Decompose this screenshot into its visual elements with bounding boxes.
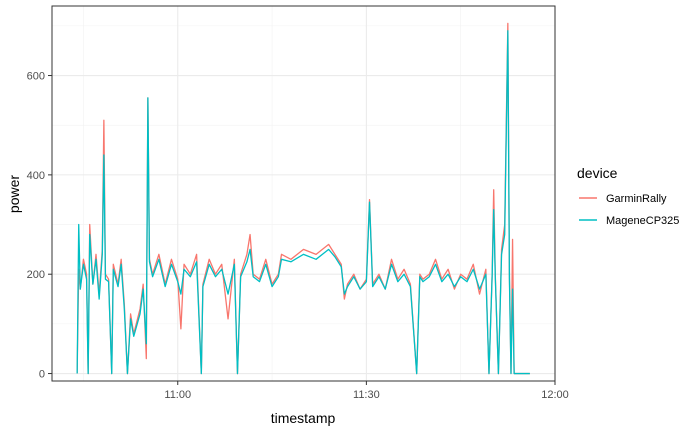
legend-item-garminrally: GarminRally: [579, 193, 667, 205]
legend-item-magenecp325: MageneCP325: [579, 215, 679, 227]
x-axis: 11:00 11:30 12:00: [164, 381, 569, 401]
series-layer: [76, 22, 530, 375]
legend-label: GarminRally: [606, 193, 667, 205]
y-tick-label: 400: [27, 170, 45, 182]
x-tick-label: 12:00: [541, 389, 569, 401]
plot-panel: [52, 6, 555, 381]
y-tick-label: 0: [39, 369, 45, 381]
legend-title: device: [577, 165, 618, 181]
y-tick-label: 200: [27, 269, 45, 281]
legend-label: MageneCP325: [606, 215, 679, 227]
legend: device GarminRally MageneCP325: [577, 165, 679, 227]
y-axis: 0 200 400 600: [27, 71, 52, 381]
x-axis-title: timestamp: [271, 410, 336, 426]
series-line-magenecp325: [76, 30, 530, 375]
plot-border: [51, 5, 556, 382]
x-tick-label: 11:00: [164, 389, 191, 401]
y-axis-title: power: [6, 175, 22, 213]
x-tick-label: 11:30: [353, 389, 380, 401]
y-tick-label: 600: [27, 71, 45, 83]
